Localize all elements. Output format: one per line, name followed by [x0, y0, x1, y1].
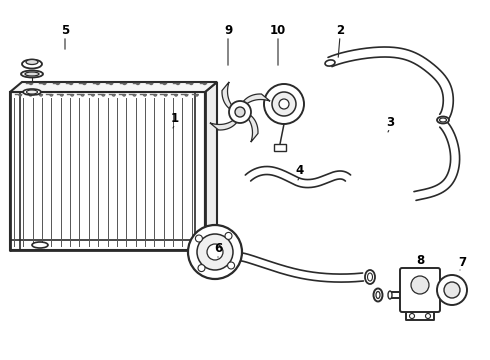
Ellipse shape [325, 60, 335, 66]
Circle shape [235, 107, 245, 117]
Bar [274, 144, 286, 151]
Polygon shape [248, 115, 258, 142]
Text: 1: 1 [171, 112, 179, 125]
Ellipse shape [373, 288, 383, 302]
Polygon shape [222, 82, 232, 109]
Text: 5: 5 [61, 23, 69, 36]
Text: 6: 6 [214, 242, 222, 255]
Circle shape [411, 276, 429, 294]
Ellipse shape [365, 270, 375, 284]
FancyBboxPatch shape [400, 268, 440, 312]
Circle shape [225, 233, 232, 239]
Circle shape [264, 84, 304, 124]
Ellipse shape [368, 273, 372, 281]
Text: 8: 8 [416, 253, 424, 266]
Ellipse shape [32, 242, 48, 248]
Circle shape [197, 234, 233, 270]
Circle shape [272, 92, 296, 116]
Polygon shape [243, 94, 270, 104]
Ellipse shape [440, 118, 446, 122]
Text: 10: 10 [270, 23, 286, 36]
Text: 3: 3 [386, 116, 394, 129]
Circle shape [188, 225, 242, 279]
Text: 9: 9 [224, 23, 232, 36]
Ellipse shape [437, 117, 449, 123]
Polygon shape [10, 82, 217, 92]
Text: 4: 4 [296, 163, 304, 176]
Ellipse shape [388, 291, 392, 299]
Text: 2: 2 [336, 23, 344, 36]
Circle shape [410, 314, 415, 319]
Ellipse shape [25, 72, 39, 76]
Text: 7: 7 [458, 256, 466, 269]
Ellipse shape [21, 71, 43, 77]
Circle shape [207, 244, 223, 260]
Circle shape [279, 99, 289, 109]
Circle shape [437, 275, 467, 305]
Polygon shape [10, 92, 205, 250]
Ellipse shape [26, 59, 38, 64]
Circle shape [198, 265, 205, 271]
Circle shape [196, 235, 202, 242]
Ellipse shape [376, 292, 380, 298]
Circle shape [425, 314, 431, 319]
Polygon shape [205, 82, 217, 250]
Ellipse shape [26, 90, 38, 94]
Circle shape [229, 101, 251, 123]
Circle shape [227, 262, 235, 269]
Ellipse shape [23, 89, 41, 95]
Polygon shape [210, 120, 237, 130]
Ellipse shape [22, 59, 42, 68]
Circle shape [444, 282, 460, 298]
